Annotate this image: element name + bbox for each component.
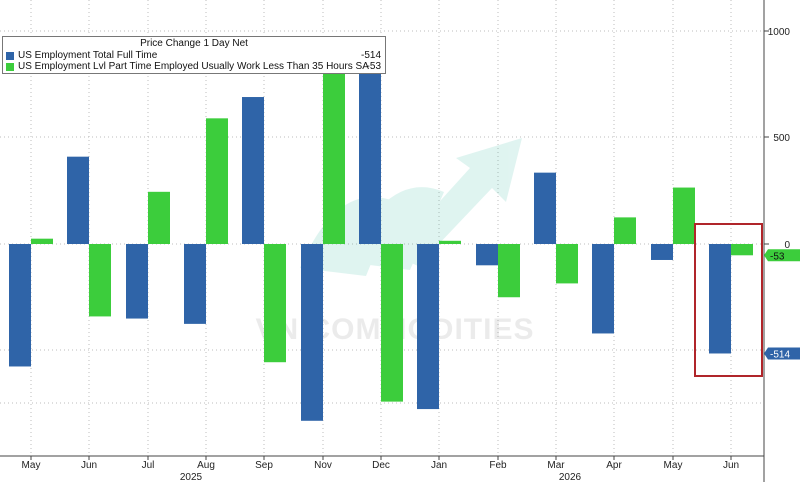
bar-full-time (9, 244, 31, 367)
bar-full-time (651, 244, 673, 260)
bar-part-time (31, 238, 53, 244)
value-tag-full-time-label: -514 (770, 349, 790, 360)
legend-swatch-part-time (6, 63, 14, 71)
x-tick-label: May (664, 460, 683, 471)
y-tick-label: 1000 (768, 27, 791, 38)
bar-full-time (709, 244, 731, 354)
x-year-label: 2025 (180, 472, 203, 482)
x-tick-label: Sep (255, 460, 273, 471)
bar-part-time (381, 244, 403, 402)
x-year-label: 2026 (559, 472, 582, 482)
bar-part-time (498, 244, 520, 298)
bar-part-time (323, 73, 345, 244)
legend-swatch-full-time (6, 52, 14, 60)
x-tick-label: Mar (547, 460, 565, 471)
bar-part-time (673, 187, 695, 244)
x-tick-label: Aug (197, 460, 215, 471)
value-tag-part-time-shape (764, 249, 800, 262)
x-tick-label: Jul (142, 460, 155, 471)
value-tag-part-time: -53 (764, 249, 800, 262)
bar-full-time (417, 244, 439, 410)
bar-part-time (89, 244, 111, 317)
y-tick-label: 0 (784, 240, 790, 251)
y-tick-label: 500 (773, 133, 790, 144)
x-tick-label: Nov (314, 460, 332, 471)
bar-full-time (359, 69, 381, 244)
x-tick-label: Feb (489, 460, 507, 471)
bar-part-time (556, 244, 578, 284)
bar-full-time (184, 244, 206, 324)
legend-item-part-time: US Employment Lvl Part Time Employed Usu… (6, 61, 381, 73)
bar-part-time (206, 118, 228, 244)
value-tag-full-time: -514 (764, 347, 800, 360)
bar-part-time (264, 244, 286, 363)
bar-full-time (592, 244, 614, 334)
bar-part-time (614, 217, 636, 244)
x-tick-label: Jun (81, 460, 97, 471)
bar-full-time (242, 97, 264, 244)
value-tags: -53 -514 (764, 249, 800, 360)
bar-full-time (534, 172, 556, 244)
bar-full-time (126, 244, 148, 319)
x-tick-label: Jun (723, 460, 739, 471)
bar-full-time (476, 244, 498, 266)
bars (9, 69, 753, 421)
legend-value-full-time: -514 (360, 50, 381, 61)
x-tick-label: Apr (606, 460, 622, 471)
legend-value-part-time: -53 (366, 61, 381, 72)
x-tick-label: Dec (372, 460, 390, 471)
bar-full-time (67, 156, 89, 244)
bar-part-time (439, 240, 461, 244)
x-tick-label: Jan (431, 460, 447, 471)
bar-part-time (148, 191, 170, 244)
value-tag-full-time-shape (764, 347, 800, 360)
bar-part-time (731, 244, 753, 256)
watermark-logo-arrow (392, 138, 522, 266)
value-tag-part-time-label: -53 (770, 251, 785, 262)
watermark-logo-stroke-2 (345, 187, 444, 270)
legend-title: Price Change 1 Day Net (140, 38, 248, 49)
axis: May Jun Jul Aug Sep Nov Dec Jan Feb Mar Apr May Jun 2… (22, 27, 791, 482)
highlight-box (694, 223, 763, 377)
legend-item-full-time: US Employment Total Full Time -514 (6, 50, 381, 62)
bar-full-time (301, 244, 323, 421)
x-tick-label: May (22, 460, 41, 471)
legend-label-part-time: US Employment Lvl Part Time Employed Usu… (18, 61, 369, 72)
legend-label-full-time: US Employment Total Full Time (18, 50, 158, 61)
legend: Price Change 1 Day Net US Employment Tot… (2, 36, 386, 74)
